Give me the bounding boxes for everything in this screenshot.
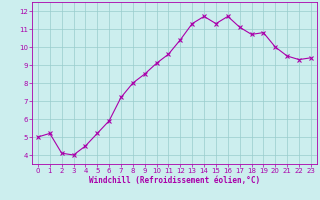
- X-axis label: Windchill (Refroidissement éolien,°C): Windchill (Refroidissement éolien,°C): [89, 176, 260, 185]
